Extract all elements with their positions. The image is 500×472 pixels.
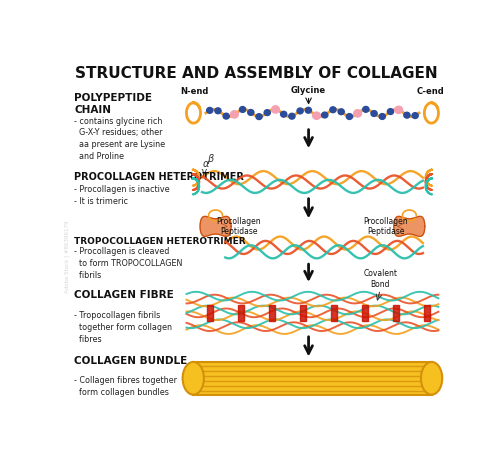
Text: C-end: C-end — [417, 87, 444, 96]
Bar — [424, 304, 430, 321]
Circle shape — [412, 113, 418, 118]
Text: TROPOCOLLAGEN HETEROTRIMER: TROPOCOLLAGEN HETEROTRIMER — [74, 236, 246, 245]
Text: α: α — [203, 160, 209, 169]
Circle shape — [354, 110, 362, 117]
Text: COLLAGEN BUNDLE: COLLAGEN BUNDLE — [74, 356, 188, 366]
Text: N-end: N-end — [180, 87, 208, 96]
Circle shape — [280, 111, 287, 117]
Text: - Tropocollagen fibrils
  together form collagen
  fibres: - Tropocollagen fibrils together form co… — [74, 311, 172, 344]
Text: - Procollagen is inactive
- It is trimeric: - Procollagen is inactive - It is trimer… — [74, 185, 170, 206]
Text: Procollagen
Peptidase: Procollagen Peptidase — [216, 217, 261, 236]
Bar — [194, 362, 432, 395]
Circle shape — [256, 114, 262, 119]
Text: COLLAGEN FIBRE: COLLAGEN FIBRE — [74, 290, 174, 300]
Circle shape — [330, 107, 336, 113]
Text: STRUCTURE AND ASSEMBLY OF COLLAGEN: STRUCTURE AND ASSEMBLY OF COLLAGEN — [75, 66, 438, 81]
Circle shape — [404, 112, 410, 118]
Circle shape — [272, 106, 280, 113]
Polygon shape — [200, 216, 231, 236]
Text: Glycine: Glycine — [291, 86, 326, 95]
Text: - contains glycine rich
  G-X-Y residues; other
  aa present are Lysine
  and Pr: - contains glycine rich G-X-Y residues; … — [74, 117, 165, 161]
Ellipse shape — [421, 362, 442, 395]
Bar — [300, 304, 306, 321]
Bar — [330, 304, 337, 321]
Circle shape — [289, 113, 295, 119]
Bar — [206, 304, 213, 321]
Circle shape — [305, 107, 312, 113]
Circle shape — [223, 113, 230, 119]
Text: - Procollagen is cleaved
  to form TROPOCOLLAGEN
  fibrils: - Procollagen is cleaved to form TROPOCO… — [74, 247, 182, 280]
Circle shape — [230, 111, 238, 118]
Ellipse shape — [182, 362, 204, 395]
Circle shape — [215, 108, 221, 114]
Polygon shape — [394, 216, 425, 236]
Circle shape — [297, 108, 303, 114]
Text: γ: γ — [200, 167, 206, 177]
Circle shape — [388, 109, 394, 115]
Circle shape — [371, 110, 377, 117]
Text: Adobe Stock | #86396179: Adobe Stock | #86396179 — [64, 220, 70, 293]
Text: β: β — [208, 154, 214, 164]
Circle shape — [264, 110, 270, 116]
Circle shape — [248, 110, 254, 115]
Bar — [362, 304, 368, 321]
Text: Covalent
Bond: Covalent Bond — [363, 270, 397, 289]
Circle shape — [206, 108, 213, 113]
Bar — [392, 304, 399, 321]
Bar — [238, 304, 244, 321]
Circle shape — [346, 114, 352, 119]
Circle shape — [362, 106, 369, 112]
Circle shape — [240, 107, 246, 112]
Circle shape — [322, 112, 328, 118]
Text: - Collagen fibres together
  form collagen bundles: - Collagen fibres together form collagen… — [74, 377, 177, 397]
Text: PROCOLLAGEN HETEROTRIMER: PROCOLLAGEN HETEROTRIMER — [74, 172, 244, 182]
Bar — [268, 304, 275, 321]
Circle shape — [395, 106, 402, 113]
Text: POLYPEPTIDE
CHAIN: POLYPEPTIDE CHAIN — [74, 93, 152, 115]
Circle shape — [338, 109, 344, 115]
Circle shape — [312, 112, 320, 119]
Text: Procollagen
Peptidase: Procollagen Peptidase — [364, 217, 408, 236]
Circle shape — [379, 114, 386, 119]
